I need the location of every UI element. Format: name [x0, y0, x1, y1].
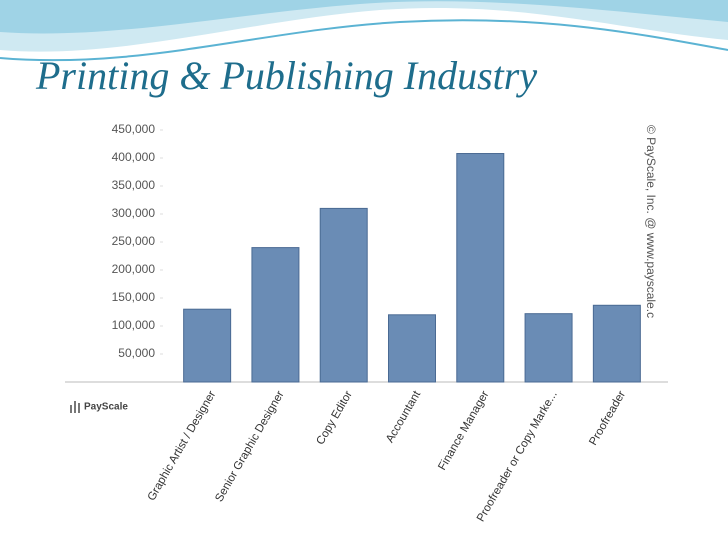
bar: [251, 247, 300, 383]
y-tick-label: 100,000: [112, 318, 156, 332]
y-tick-label: 150,000: [112, 290, 156, 304]
logo-icon: [74, 401, 76, 413]
logo-text: PayScale: [84, 402, 128, 413]
bar: [388, 314, 436, 383]
logo-icon: [78, 403, 80, 413]
y-tick-label: 300,000: [112, 206, 156, 220]
logo: PayScale: [70, 401, 128, 413]
bar: [319, 207, 368, 383]
y-tick-label: 50,000: [118, 346, 155, 360]
logo-icon: [70, 405, 72, 413]
watermark: © PayScale, Inc. @ www.payscale.c: [644, 125, 658, 318]
wave-line: [0, 19, 728, 62]
y-tick-label: 200,000: [112, 262, 156, 276]
y-tick-label: 400,000: [112, 150, 156, 164]
bar: [456, 153, 505, 383]
slide-title: Printing & Publishing Industry: [35, 53, 537, 98]
bar: [592, 304, 641, 383]
y-tick-label: 350,000: [112, 178, 156, 192]
bar: [524, 313, 573, 383]
wave-decoration: [0, 0, 728, 34]
y-tick-label: 450,000: [112, 122, 156, 136]
y-tick-label: 250,000: [112, 234, 156, 248]
bar: [183, 308, 232, 383]
